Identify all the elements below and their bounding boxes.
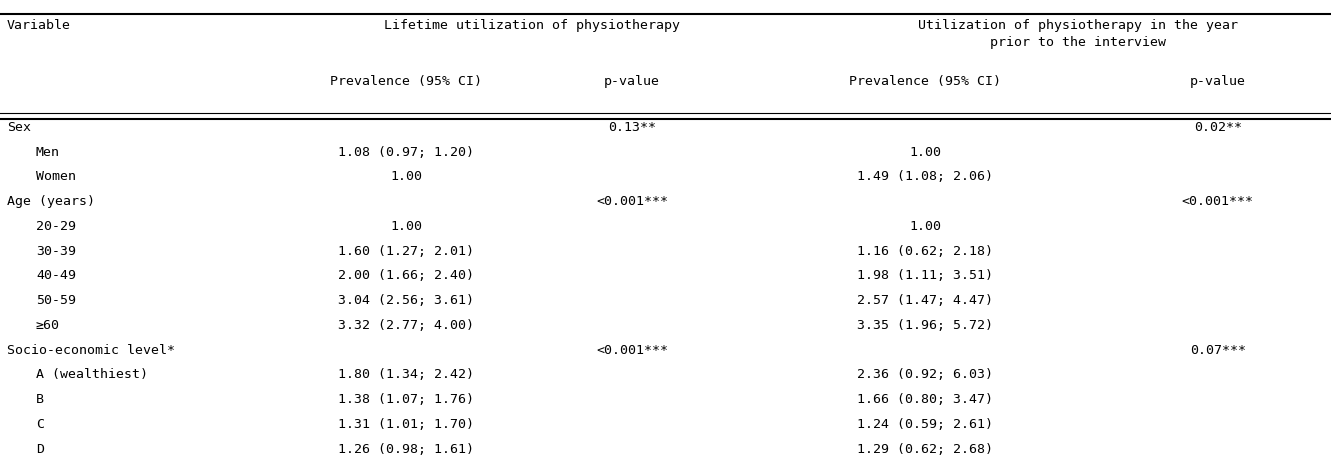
Text: Prevalence (95% CI): Prevalence (95% CI) [330,75,482,88]
Text: p-value: p-value [1190,75,1246,88]
Text: 1.38 (1.07; 1.76): 1.38 (1.07; 1.76) [338,393,474,406]
Text: 1.00: 1.00 [909,220,941,233]
Text: 20-29: 20-29 [36,220,76,233]
Text: 50-59: 50-59 [36,294,76,307]
Text: 1.26 (0.98; 1.61): 1.26 (0.98; 1.61) [338,443,474,456]
Text: Prevalence (95% CI): Prevalence (95% CI) [849,75,1001,88]
Text: 2.00 (1.66; 2.40): 2.00 (1.66; 2.40) [338,269,474,283]
Text: 1.08 (0.97; 1.20): 1.08 (0.97; 1.20) [338,146,474,159]
Text: Utilization of physiotherapy in the year
prior to the interview: Utilization of physiotherapy in the year… [918,19,1238,49]
Text: 2.36 (0.92; 6.03): 2.36 (0.92; 6.03) [857,368,993,382]
Text: 0.07***: 0.07*** [1190,344,1246,357]
Text: 0.13**: 0.13** [608,121,656,134]
Text: 1.31 (1.01; 1.70): 1.31 (1.01; 1.70) [338,418,474,431]
Text: <0.001***: <0.001*** [1182,195,1254,208]
Text: 1.49 (1.08; 2.06): 1.49 (1.08; 2.06) [857,170,993,184]
Text: <0.001***: <0.001*** [596,344,668,357]
Text: 1.66 (0.80; 3.47): 1.66 (0.80; 3.47) [857,393,993,406]
Text: Sex: Sex [7,121,31,134]
Text: 1.00: 1.00 [390,170,422,184]
Text: C: C [36,418,44,431]
Text: D: D [36,443,44,456]
Text: A (wealthiest): A (wealthiest) [36,368,148,382]
Text: ≥60: ≥60 [36,319,60,332]
Text: B: B [36,393,44,406]
Text: 0.02**: 0.02** [1194,121,1242,134]
Text: 2.57 (1.47; 4.47): 2.57 (1.47; 4.47) [857,294,993,307]
Text: 1.24 (0.59; 2.61): 1.24 (0.59; 2.61) [857,418,993,431]
Text: 3.32 (2.77; 4.00): 3.32 (2.77; 4.00) [338,319,474,332]
Text: <0.001***: <0.001*** [596,195,668,208]
Text: 1.16 (0.62; 2.18): 1.16 (0.62; 2.18) [857,245,993,258]
Text: Lifetime utilization of physiotherapy: Lifetime utilization of physiotherapy [385,19,680,32]
Text: 1.00: 1.00 [909,146,941,159]
Text: 1.00: 1.00 [390,220,422,233]
Text: Variable: Variable [7,19,71,32]
Text: Age (years): Age (years) [7,195,95,208]
Text: 3.04 (2.56; 3.61): 3.04 (2.56; 3.61) [338,294,474,307]
Text: p-value: p-value [604,75,660,88]
Text: 1.60 (1.27; 2.01): 1.60 (1.27; 2.01) [338,245,474,258]
Text: 30-39: 30-39 [36,245,76,258]
Text: Men: Men [36,146,60,159]
Text: Women: Women [36,170,76,184]
Text: 3.35 (1.96; 5.72): 3.35 (1.96; 5.72) [857,319,993,332]
Text: 1.98 (1.11; 3.51): 1.98 (1.11; 3.51) [857,269,993,283]
Text: 1.29 (0.62; 2.68): 1.29 (0.62; 2.68) [857,443,993,456]
Text: Socio-economic level*: Socio-economic level* [7,344,174,357]
Text: 40-49: 40-49 [36,269,76,283]
Text: 1.80 (1.34; 2.42): 1.80 (1.34; 2.42) [338,368,474,382]
